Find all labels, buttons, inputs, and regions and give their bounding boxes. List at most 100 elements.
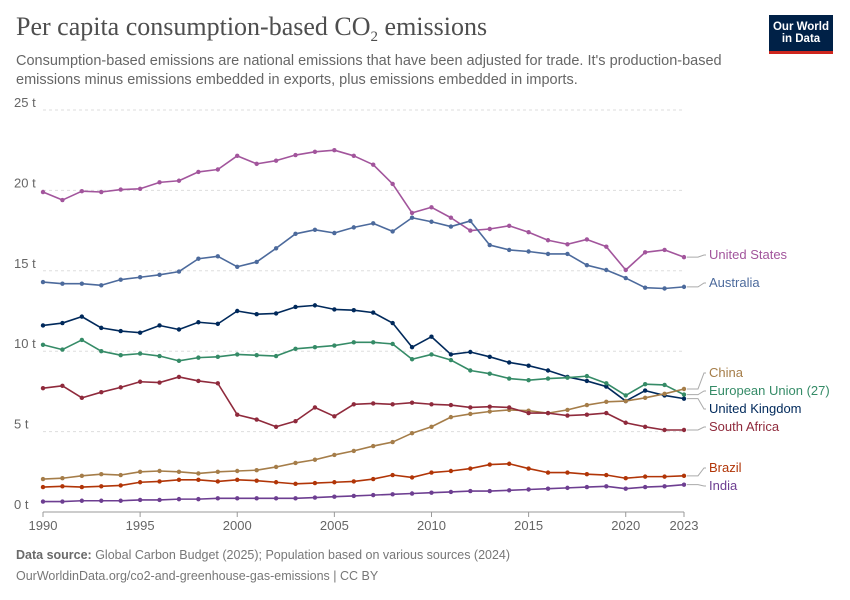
data-point [351, 479, 356, 484]
data-point [409, 431, 415, 436]
data-point [681, 386, 687, 392]
owid-logo[interactable]: Our World in Data [769, 15, 833, 54]
data-point [584, 472, 590, 477]
source-url[interactable]: OurWorldinData.org/co2-and-greenhouse-ga… [16, 569, 379, 583]
data-point [332, 148, 337, 153]
data-point [157, 180, 162, 185]
data-point [312, 480, 318, 486]
data-point [137, 351, 143, 356]
data-point [332, 494, 337, 499]
data-point [273, 246, 279, 251]
data-point [351, 448, 356, 454]
data-point [215, 354, 221, 360]
series-label: European Union (27) [709, 383, 830, 398]
data-point [99, 189, 104, 195]
data-point [60, 347, 65, 352]
data-point [642, 285, 648, 290]
data-point [157, 497, 162, 503]
data-point [545, 368, 551, 373]
data-point [623, 486, 628, 491]
data-point [40, 499, 46, 504]
data-point [235, 153, 240, 159]
data-point [662, 427, 667, 433]
data-point [293, 418, 298, 424]
data-point [293, 231, 298, 237]
data-point [604, 267, 609, 273]
data-point [99, 484, 104, 489]
label-connector [687, 467, 706, 477]
data-point [604, 244, 609, 249]
data-point [371, 476, 376, 482]
data-point [429, 470, 434, 475]
data-point [79, 281, 85, 286]
data-point [99, 283, 104, 288]
x-tick-label: 2023 [670, 518, 699, 533]
data-source: Data source: Global Carbon Budget (2025)… [16, 548, 510, 562]
data-point [79, 498, 85, 503]
data-point [623, 398, 628, 404]
data-point [293, 496, 298, 501]
data-point [487, 354, 492, 360]
series-line [43, 483, 685, 503]
data-point [215, 479, 221, 484]
data-point [351, 493, 356, 499]
data-point [273, 480, 279, 485]
data-point [584, 262, 590, 268]
data-point [545, 410, 551, 416]
series-line [42, 304, 685, 402]
series-label: Australia [709, 275, 760, 290]
series-label: United Kingdom [709, 401, 802, 416]
data-point [312, 405, 318, 410]
y-tick-label: 5 t [14, 417, 29, 432]
y-tick-label: 25 t [14, 95, 36, 110]
data-point [448, 468, 454, 474]
x-tick-label: 1995 [126, 518, 155, 533]
data-point [584, 237, 590, 242]
data-point [409, 400, 415, 405]
data-point [429, 490, 434, 495]
data-point [157, 272, 162, 278]
data-point [584, 412, 590, 417]
data-point [332, 414, 337, 419]
data-point [254, 259, 259, 265]
data-point [371, 221, 376, 226]
data-point [196, 378, 201, 384]
data-point [390, 181, 395, 187]
y-tick-label: 0 t [14, 497, 29, 512]
data-point [273, 311, 279, 316]
label-connector [687, 426, 706, 431]
data-point [157, 479, 162, 484]
data-point [99, 390, 104, 395]
title-subscript: 2 [370, 29, 379, 46]
data-point [99, 472, 104, 477]
source-label: Data source: [16, 548, 92, 562]
data-point [604, 384, 609, 389]
data-point [468, 368, 473, 373]
data-point [681, 392, 687, 397]
series-label: China [709, 365, 744, 380]
data-point [371, 492, 376, 498]
chart-subtitle: Consumption-based emissions are national… [16, 53, 722, 88]
data-point [584, 378, 590, 384]
data-point [623, 275, 628, 281]
data-point [254, 467, 259, 473]
data-point [176, 496, 182, 502]
data-point [215, 254, 221, 259]
data-point [565, 375, 570, 380]
data-point [137, 480, 143, 485]
data-point [526, 487, 531, 492]
data-point [99, 349, 104, 354]
data-point [312, 344, 318, 350]
data-point [623, 420, 628, 425]
data-point [351, 402, 356, 407]
data-point [468, 218, 473, 224]
data-point [526, 410, 531, 416]
data-point [448, 352, 454, 357]
data-point [351, 153, 356, 159]
data-point [468, 405, 473, 410]
data-point [409, 491, 415, 496]
data-point [604, 472, 609, 478]
data-point [351, 340, 356, 345]
data-point [332, 307, 337, 312]
data-point [448, 357, 454, 363]
